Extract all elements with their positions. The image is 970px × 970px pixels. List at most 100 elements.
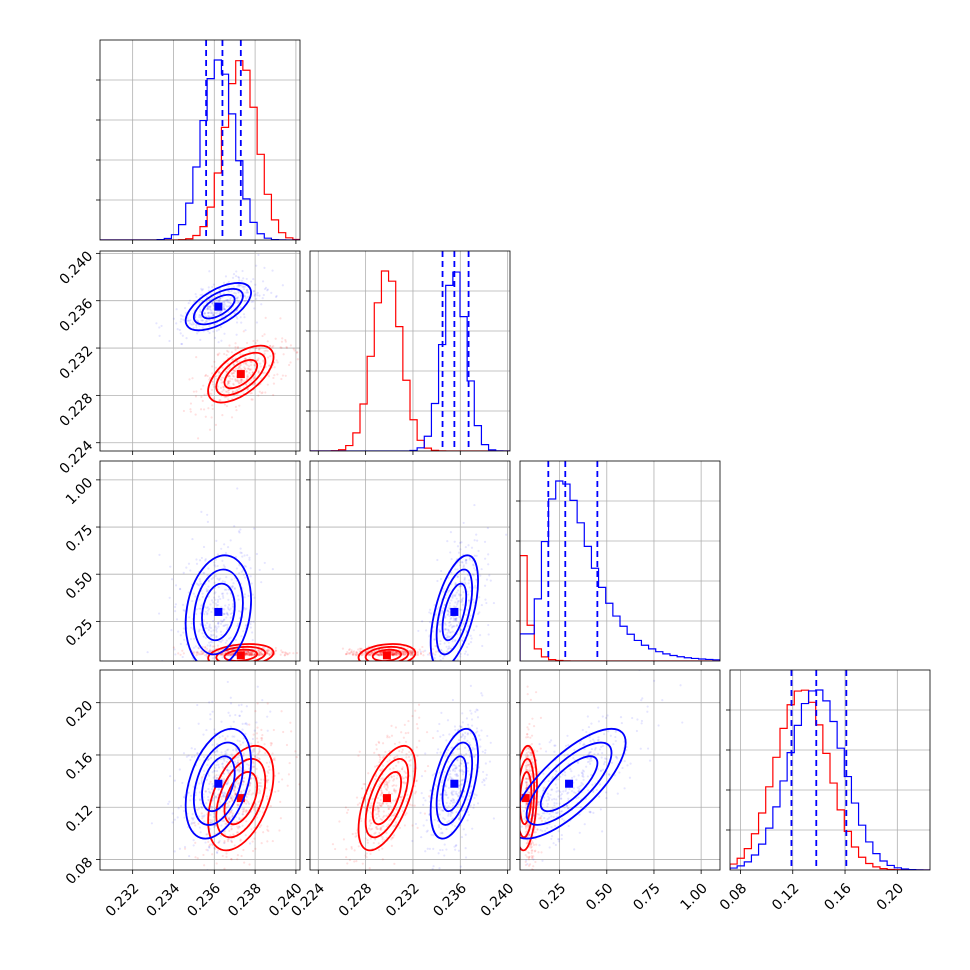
scatter-point xyxy=(554,811,557,815)
scatter-point xyxy=(458,764,461,767)
scatter-point xyxy=(238,714,241,717)
scatter-point xyxy=(186,666,188,668)
scatter-point xyxy=(226,349,229,352)
scatter-point xyxy=(226,805,229,808)
scatter-point xyxy=(376,805,379,808)
scatter-point xyxy=(212,314,215,317)
scatter-point xyxy=(395,652,398,656)
scatter-point xyxy=(238,769,241,772)
scatter-point xyxy=(244,357,247,360)
scatter-point xyxy=(242,809,245,812)
panel-2-0 xyxy=(96,460,301,668)
scatter-point xyxy=(454,617,457,620)
density-peak xyxy=(214,779,223,788)
scatter-point xyxy=(526,802,529,805)
scatter-point xyxy=(210,309,213,313)
scatter-point xyxy=(450,791,453,794)
scatter-point xyxy=(230,586,234,589)
scatter-point xyxy=(417,629,420,633)
scatter-point xyxy=(218,640,221,643)
scatter-point xyxy=(462,622,465,625)
scatter-point xyxy=(371,827,374,830)
scatter-point xyxy=(395,777,398,780)
scatter-point xyxy=(440,649,443,652)
scatter-point xyxy=(402,652,405,656)
scatter-point xyxy=(248,863,251,866)
scatter-point xyxy=(407,731,410,734)
scatter-point xyxy=(357,845,360,848)
scatter-point xyxy=(209,643,212,647)
scatter-point xyxy=(248,652,251,655)
scatter-point xyxy=(259,365,263,368)
scatter-point xyxy=(215,774,218,777)
scatter-point xyxy=(599,808,602,811)
scatter-point xyxy=(200,812,203,815)
scatter-point xyxy=(505,533,508,536)
scatter-point xyxy=(268,364,271,367)
scatter-point xyxy=(260,377,263,380)
scatter-point xyxy=(525,784,528,787)
scatter-point xyxy=(438,813,441,816)
scatter-point xyxy=(404,772,408,775)
scatter-point xyxy=(273,757,276,760)
scatter-point xyxy=(226,362,230,365)
scatter-point xyxy=(227,637,231,640)
scatter-point xyxy=(472,629,475,632)
scatter-point xyxy=(260,392,263,395)
scatter-point xyxy=(227,836,230,839)
scatter-point xyxy=(392,799,395,802)
scatter-point xyxy=(209,308,212,312)
scatter-point xyxy=(228,385,231,388)
scatter-point xyxy=(369,828,372,831)
scatter-point xyxy=(410,649,413,652)
scatter-point xyxy=(451,769,455,772)
scatter-point xyxy=(221,620,224,623)
scatter-point xyxy=(235,321,239,324)
scatter-point xyxy=(524,806,527,809)
scatter-point xyxy=(216,310,219,313)
scatter-point xyxy=(236,831,239,834)
scatter-point xyxy=(459,780,462,783)
scatter-point xyxy=(398,653,401,656)
scatter-point xyxy=(211,296,214,299)
scatter-point xyxy=(258,568,261,572)
scatter-point xyxy=(199,607,203,610)
scatter-point xyxy=(214,558,217,561)
scatter-point xyxy=(228,608,231,612)
scatter-point xyxy=(245,744,248,747)
scatter-point xyxy=(253,837,256,840)
scatter-point xyxy=(214,375,218,378)
scatter-point xyxy=(477,549,480,553)
scatter-point xyxy=(447,786,451,790)
scatter-point xyxy=(483,783,486,787)
scatter-point xyxy=(525,777,528,780)
scatter-point xyxy=(389,754,392,757)
scatter-point xyxy=(194,595,197,598)
scatter-point xyxy=(223,624,226,627)
scatter-point xyxy=(481,694,484,697)
scatter-point xyxy=(221,315,224,318)
scatter-point xyxy=(222,772,226,775)
scatter-point xyxy=(527,825,530,828)
scatter-point xyxy=(249,667,251,669)
scatter-point xyxy=(458,615,461,619)
scatter-point xyxy=(480,568,483,571)
scatter-point xyxy=(381,652,384,656)
scatter-point xyxy=(353,849,356,852)
scatter-point xyxy=(212,649,215,652)
scatter-point xyxy=(460,762,463,766)
scatter-point xyxy=(557,795,560,798)
scatter-point xyxy=(464,856,468,859)
scatter-point xyxy=(228,290,231,293)
scatter-point xyxy=(235,315,238,319)
scatter-point xyxy=(186,319,190,322)
scatter-point xyxy=(529,698,532,701)
scatter-point xyxy=(249,622,252,626)
scatter-point xyxy=(254,831,257,834)
scatter-point xyxy=(248,654,251,657)
scatter-point xyxy=(253,765,256,769)
scatter-point xyxy=(262,649,265,652)
scatter-point xyxy=(376,653,379,656)
scatter-point xyxy=(524,777,527,780)
scatter-point xyxy=(207,628,210,632)
